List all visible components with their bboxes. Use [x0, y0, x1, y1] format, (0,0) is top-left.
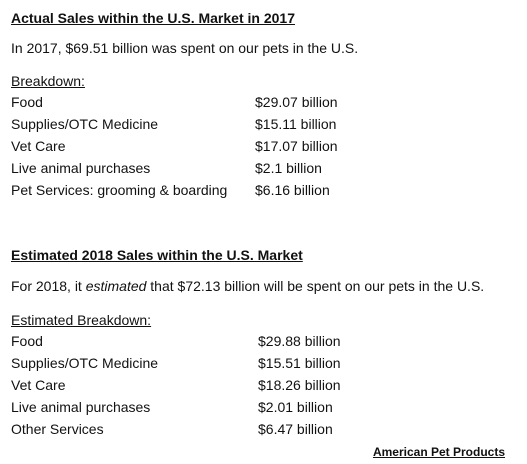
breakdown-heading: Estimated Breakdown:	[11, 312, 152, 328]
row-label: Live animal purchases	[11, 399, 151, 415]
row-value: $29.88 billion	[258, 333, 341, 349]
row-label: Supplies/OTC Medicine	[11, 355, 159, 371]
breakdown-heading: Breakdown:	[11, 73, 85, 89]
row-value: $15.51 billion	[258, 355, 341, 371]
intro-text: In 2017, $69.51 billion was spent on our…	[11, 40, 359, 56]
intro: In 2017, $69.51 billion was spent on our…	[11, 39, 358, 57]
row-label: Other Services	[11, 421, 104, 437]
row-value: $6.47 billion	[258, 421, 333, 437]
row-value: $18.26 billion	[258, 377, 341, 393]
row-value: $29.07 billion	[255, 94, 338, 110]
source: American Pet Products	[372, 445, 505, 459]
section-title: Actual Sales within the U.S. Market in 2…	[11, 10, 295, 26]
row-value: $17.07 billion	[255, 138, 338, 154]
row-label: Supplies/OTC Medicine	[11, 116, 159, 132]
row-label: Vet Care	[11, 138, 66, 154]
row-label: Food	[11, 94, 43, 110]
row-label: Food	[11, 333, 43, 349]
section-title: Estimated 2018 Sales within the U.S. Mar…	[11, 247, 303, 263]
row-label: Vet Care	[11, 377, 66, 393]
row-value: $6.16 billion	[255, 182, 330, 198]
intro-text: estimated	[85, 278, 147, 294]
row-label: Pet Services: grooming & boarding	[11, 182, 228, 198]
row-value: $2.01 billion	[258, 399, 333, 415]
intro: For 2018, it estimated that $72.13 billi…	[11, 277, 484, 295]
intro-text: that $72.13 billion will be spent on our…	[146, 278, 485, 294]
intro-text: For 2018, it	[11, 278, 86, 294]
row-value: $2.1 billion	[255, 160, 322, 176]
row-value: $15.11 billion	[255, 116, 337, 132]
row-label: Live animal purchases	[11, 160, 151, 176]
